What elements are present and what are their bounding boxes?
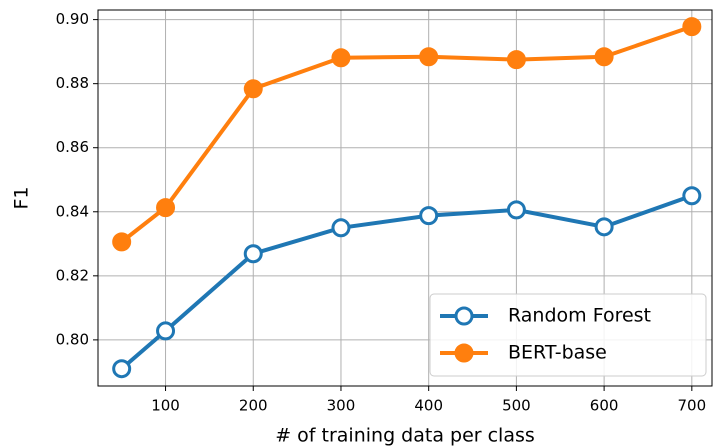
marker [506, 200, 526, 220]
y-tick-label: 0.90 [56, 10, 89, 28]
marker [682, 186, 702, 206]
marker [243, 244, 263, 264]
legend-label: Random Forest [508, 305, 651, 327]
y-axis-label: F1 [11, 186, 33, 209]
y-tick-label: 0.84 [56, 202, 89, 220]
marker [156, 321, 176, 341]
x-tick-label: 100 [151, 397, 180, 415]
legend: Random Forest BERT-base [429, 293, 707, 377]
legend-box [429, 293, 707, 377]
x-tick-label: 500 [502, 397, 531, 415]
x-tick-label: 400 [414, 397, 443, 415]
marker [112, 359, 132, 379]
marker [454, 343, 474, 363]
marker [454, 306, 474, 326]
y-tick-label: 0.88 [56, 74, 89, 92]
marker [331, 48, 351, 68]
plot-frame [97, 9, 713, 387]
line [120, 24, 693, 244]
marker [156, 198, 176, 218]
marker [594, 47, 614, 67]
y-tick-label: 0.80 [56, 330, 89, 348]
marker [682, 17, 702, 37]
legend-label: BERT-base [508, 342, 607, 364]
y-tick-label: 0.82 [56, 266, 89, 284]
x-axis-label: # of training data per class [275, 425, 535, 447]
x-tick-label: 600 [590, 397, 619, 415]
y-tick-label: 0.86 [56, 138, 89, 156]
line [120, 193, 693, 371]
x-tick-label: 200 [239, 397, 268, 415]
marker [594, 217, 614, 237]
marker [112, 232, 132, 252]
marker [331, 218, 351, 238]
x-tick-label: 700 [678, 397, 707, 415]
x-tick-label: 300 [327, 397, 356, 415]
marker [419, 47, 439, 67]
marker [506, 50, 526, 70]
marker [243, 79, 263, 99]
marker [419, 206, 439, 226]
